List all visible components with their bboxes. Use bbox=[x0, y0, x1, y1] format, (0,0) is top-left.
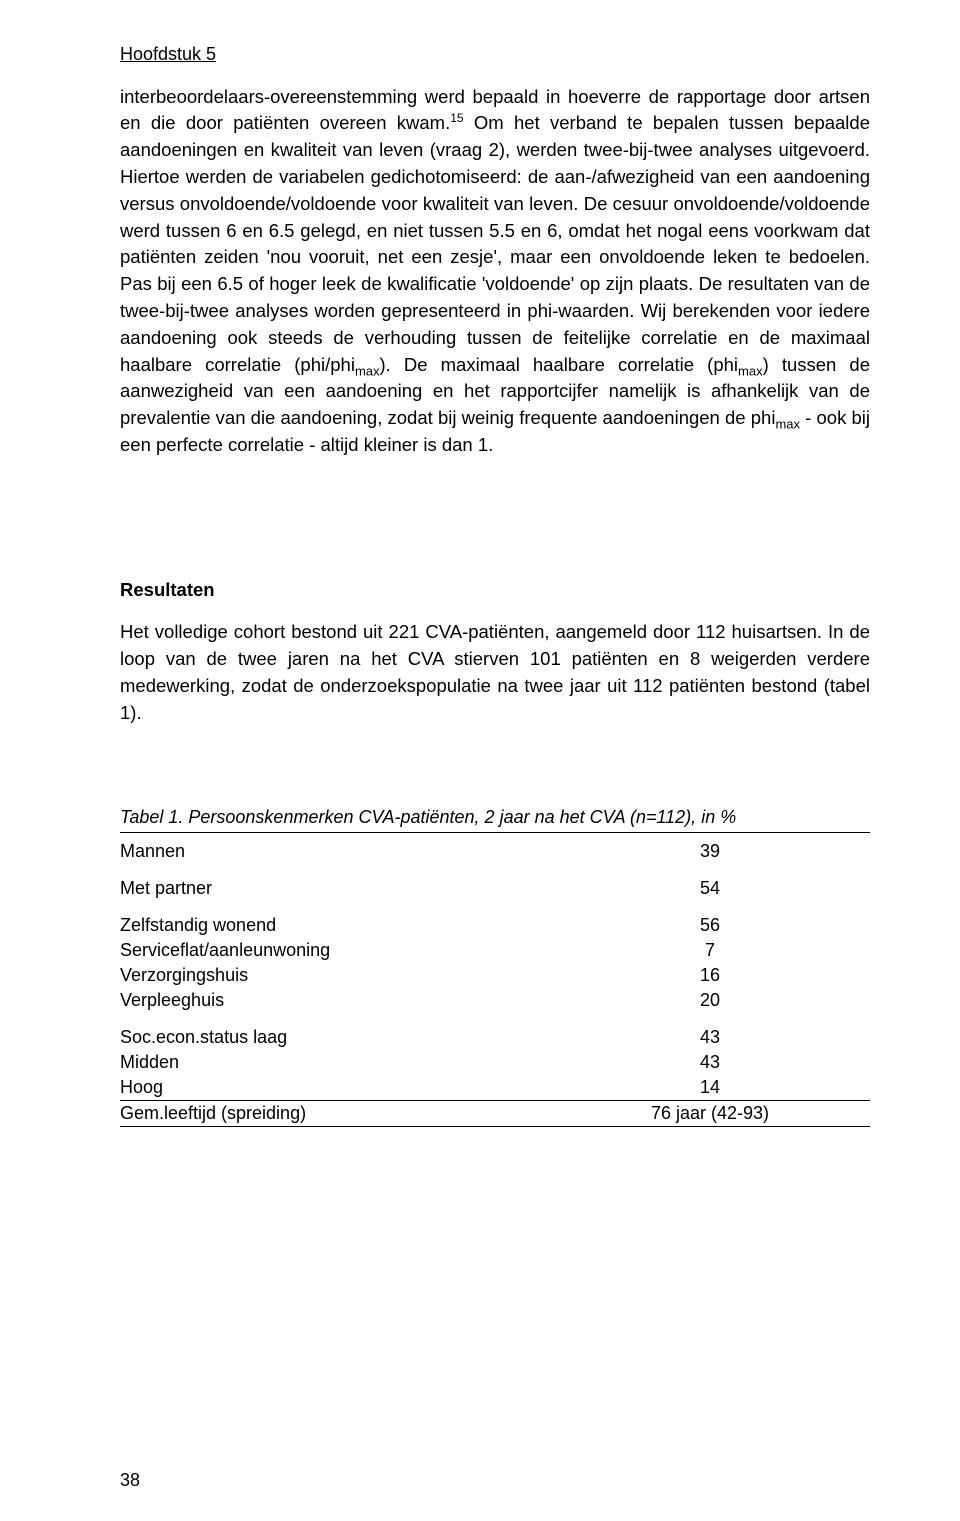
row-label: Met partner bbox=[120, 876, 550, 901]
row-label: Hoog bbox=[120, 1075, 550, 1101]
table-row: Zelfstandig wonend 56 bbox=[120, 913, 870, 938]
table-caption-lead: Tabel 1. bbox=[120, 807, 188, 827]
row-label: Serviceflat/aanleunwoning bbox=[120, 938, 550, 963]
body-paragraph-1: interbeoordelaars-overeenstemming werd b… bbox=[120, 84, 870, 459]
row-label: Verzorgingshuis bbox=[120, 963, 550, 988]
table-caption-rest: Persoonskenmerken CVA-patiënten, 2 jaar … bbox=[188, 807, 736, 827]
page-number: 38 bbox=[120, 1470, 140, 1491]
row-value: 16 bbox=[550, 963, 870, 988]
row-label: Midden bbox=[120, 1050, 550, 1075]
row-label: Zelfstandig wonend bbox=[120, 913, 550, 938]
row-value: 7 bbox=[550, 938, 870, 963]
running-head: Hoofdstuk 5 bbox=[120, 44, 870, 65]
table-body: Mannen 39 Met partner 54 Zelfstandig won… bbox=[120, 839, 870, 1127]
p1-part-c: ). De maximaal haalbare correlatie (phi bbox=[380, 354, 739, 375]
p1-part-b: Om het verband te bepalen tussen bepaald… bbox=[120, 112, 870, 374]
results-paragraph: Het volledige cohort bestond uit 221 CVA… bbox=[120, 619, 870, 726]
row-value: 56 bbox=[550, 913, 870, 938]
table-row: Midden 43 bbox=[120, 1050, 870, 1075]
table-1: Tabel 1. Persoonskenmerken CVA-patiënten… bbox=[120, 807, 870, 1127]
row-value: 20 bbox=[550, 988, 870, 1013]
table-caption: Tabel 1. Persoonskenmerken CVA-patiënten… bbox=[120, 807, 870, 833]
row-value: 76 jaar (42-93) bbox=[550, 1100, 870, 1126]
row-value: 14 bbox=[550, 1075, 870, 1101]
table-row: Met partner 54 bbox=[120, 876, 870, 901]
row-value: 39 bbox=[550, 839, 870, 864]
table-row: Verzorgingshuis 16 bbox=[120, 963, 870, 988]
row-label: Mannen bbox=[120, 839, 550, 864]
row-value: 54 bbox=[550, 876, 870, 901]
section-heading-resultaten: Resultaten bbox=[120, 579, 870, 601]
phi-max-sub-1: max bbox=[355, 363, 380, 378]
phi-max-sub-3: max bbox=[775, 417, 800, 432]
table-row: Mannen 39 bbox=[120, 839, 870, 864]
table-row: Gem.leeftijd (spreiding) 76 jaar (42-93) bbox=[120, 1100, 870, 1126]
row-label: Soc.econ.status laag bbox=[120, 1025, 550, 1050]
row-value: 43 bbox=[550, 1050, 870, 1075]
footnote-ref-15: 15 bbox=[450, 111, 463, 125]
row-label: Gem.leeftijd (spreiding) bbox=[120, 1100, 550, 1126]
table-row: Soc.econ.status laag 43 bbox=[120, 1025, 870, 1050]
phi-max-sub-2: max bbox=[738, 363, 763, 378]
row-value: 43 bbox=[550, 1025, 870, 1050]
table-row: Hoog 14 bbox=[120, 1075, 870, 1101]
row-label: Verpleeghuis bbox=[120, 988, 550, 1013]
table-row: Serviceflat/aanleunwoning 7 bbox=[120, 938, 870, 963]
table-row: Verpleeghuis 20 bbox=[120, 988, 870, 1013]
